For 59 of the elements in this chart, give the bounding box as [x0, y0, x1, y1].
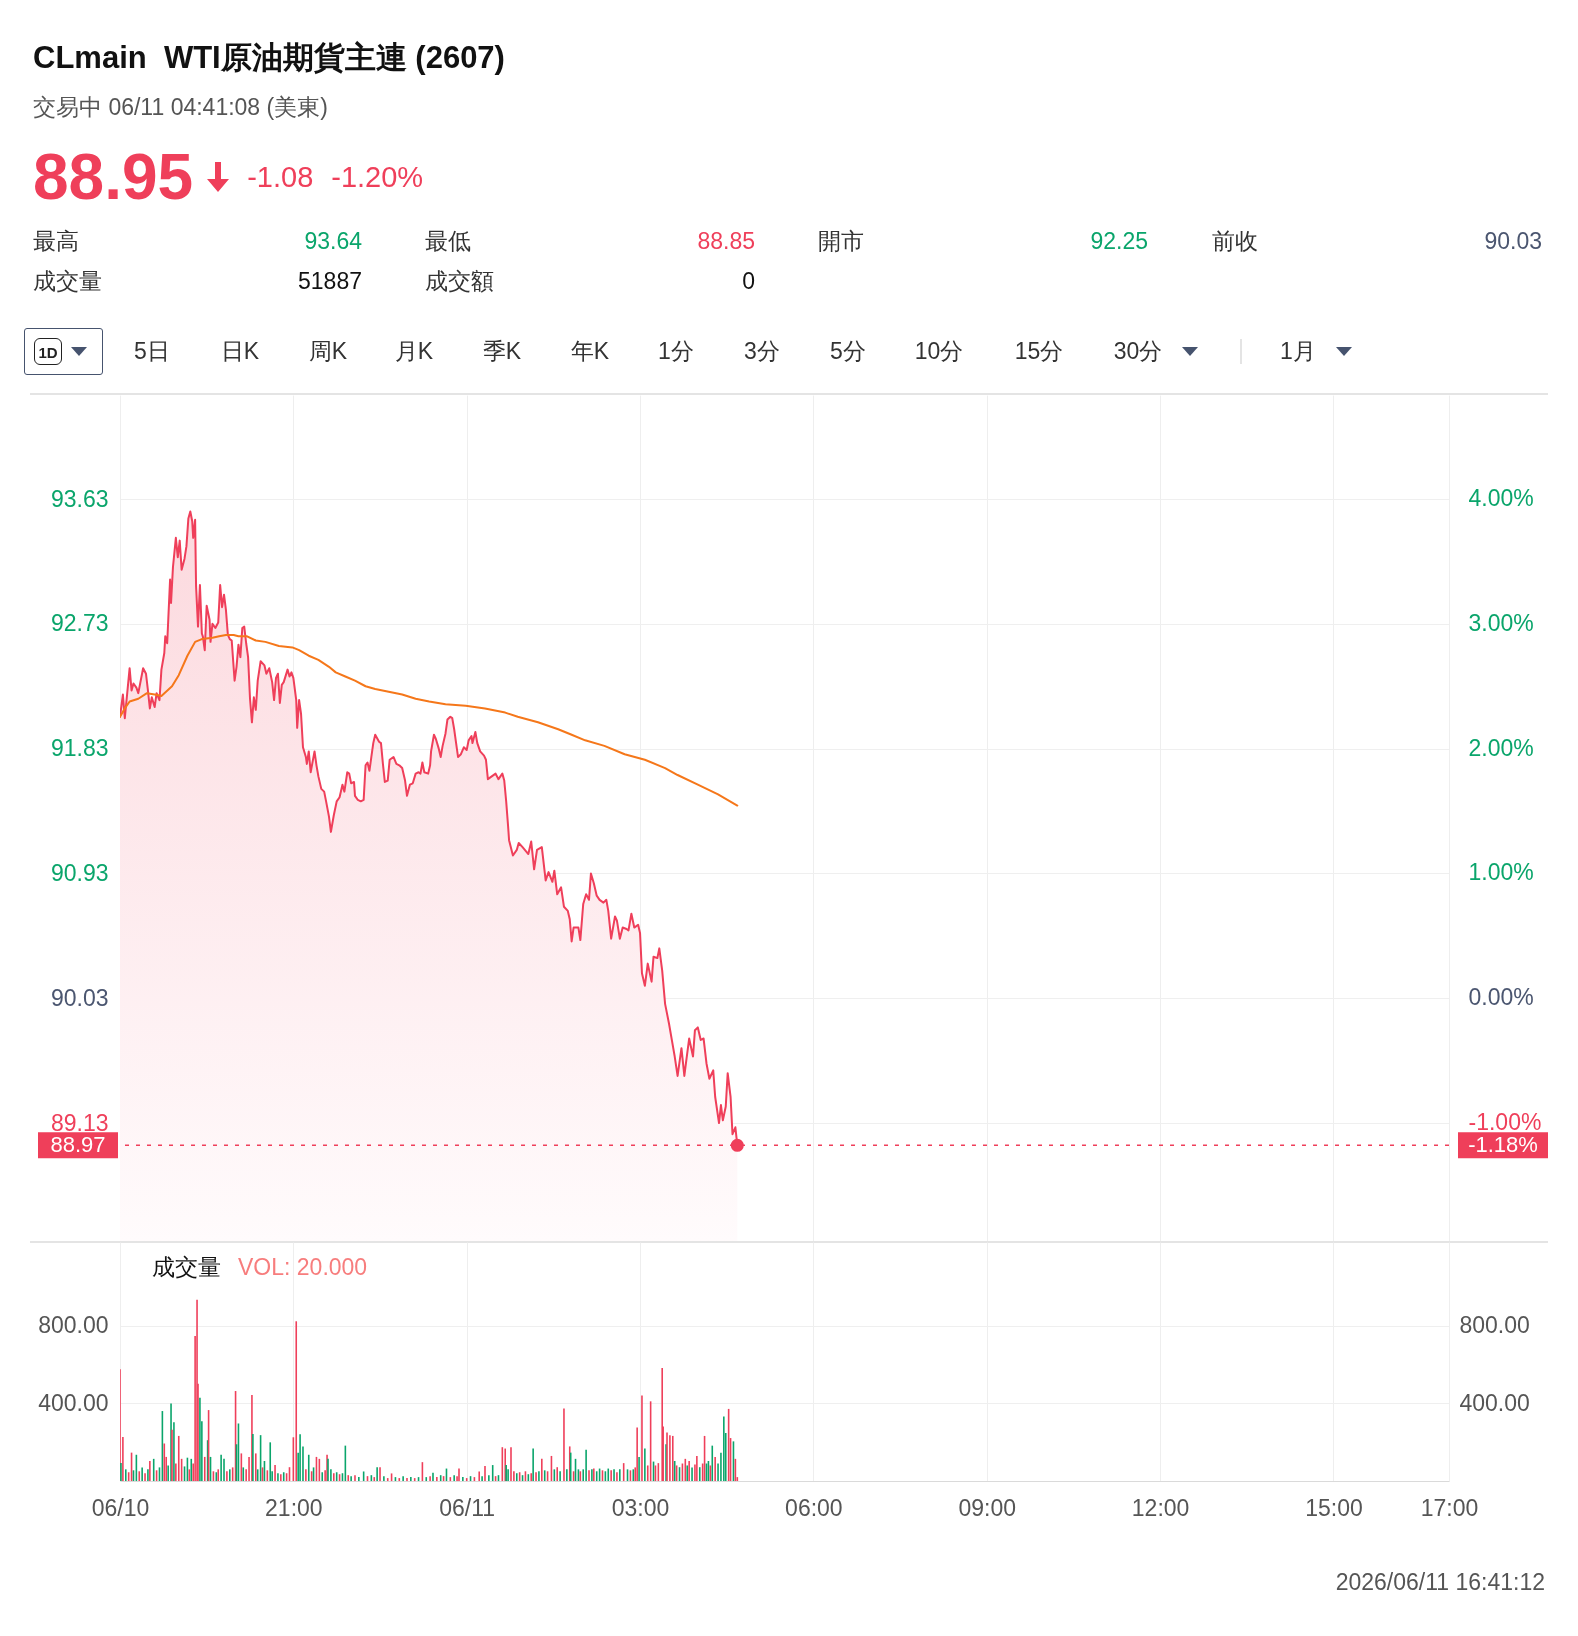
text: 年K	[570, 337, 610, 364]
text: 交易中 06/11 04:41:08 (美東)	[33, 93, 328, 120]
text: 10分	[914, 337, 964, 364]
y2-tick-label: 0.00%	[1468, 984, 1534, 1011]
text: 開市	[818, 227, 864, 254]
y2-tick-label: 3.00%	[1468, 609, 1534, 636]
x-tick-label: 15:00	[1305, 1494, 1363, 1521]
text: 92.25	[1090, 227, 1148, 254]
text: 1月	[1280, 337, 1316, 364]
x-tick-label: 06:00	[785, 1494, 843, 1521]
text: 周K	[308, 337, 348, 364]
y2-tick-label: 800.00	[1459, 1312, 1530, 1339]
x-tick-label: 03:00	[611, 1494, 670, 1521]
y2-tick-label: 1.00%	[1468, 859, 1534, 886]
annotation: VOL: 20.000	[238, 1254, 368, 1280]
y-tick-label: 91.83	[50, 735, 109, 762]
x-tick-label: 09:00	[958, 1494, 1017, 1521]
text: 前收	[1212, 227, 1258, 254]
y-tick-label: 90.93	[50, 859, 109, 886]
text: 51887	[298, 267, 362, 294]
y-tick-label: 90.03	[50, 984, 109, 1011]
text: 日K	[220, 337, 260, 364]
x-tick-label: 06/10	[91, 1494, 150, 1521]
text: 成交額	[425, 267, 494, 294]
text: -1.20%	[331, 160, 424, 193]
text: 最低	[425, 227, 471, 254]
y2-tick-label: 400.00	[1459, 1389, 1530, 1416]
x-tick-label: 21:00	[265, 1494, 323, 1521]
text: 成交量	[152, 1254, 221, 1280]
y2-tick-label: -1.00%	[1468, 1108, 1542, 1135]
y-tick-label: 400.00	[38, 1389, 109, 1416]
annotation: -1.18%	[1468, 1132, 1538, 1158]
text: 季K	[482, 337, 522, 364]
text: 2026/06/11 16:41:12	[1335, 1568, 1545, 1595]
y-tick-label: 800.00	[38, 1312, 109, 1339]
text: 5分	[830, 337, 866, 364]
text: 30分	[1113, 337, 1163, 364]
text: 3分	[744, 337, 780, 364]
text: 月K	[394, 337, 434, 364]
text: CLmain WTI原油期貨主連 (2607)	[33, 39, 505, 75]
x-tick-label: 06/11	[439, 1494, 496, 1521]
y2-tick-label: 2.00%	[1468, 734, 1534, 761]
x-tick-label: 12:00	[1131, 1494, 1190, 1521]
text: 93.64	[304, 227, 362, 254]
text: 15分	[1014, 337, 1064, 364]
text: 88.85	[697, 227, 755, 254]
text: 最高	[33, 227, 79, 254]
y2-tick-label: 4.00%	[1468, 485, 1534, 512]
text: 88.95	[33, 141, 194, 213]
x-tick-label: 17:00	[1420, 1494, 1479, 1521]
text: 1分	[658, 337, 694, 364]
y-tick-label: 93.63	[50, 485, 109, 512]
y-tick-label: 92.73	[50, 610, 109, 637]
text: 90.03	[1484, 227, 1542, 254]
text: 0	[742, 267, 755, 294]
text: 成交量	[33, 267, 102, 294]
text: 1D	[38, 343, 58, 361]
text: -1.08	[247, 160, 314, 193]
text: 5日	[134, 337, 170, 364]
